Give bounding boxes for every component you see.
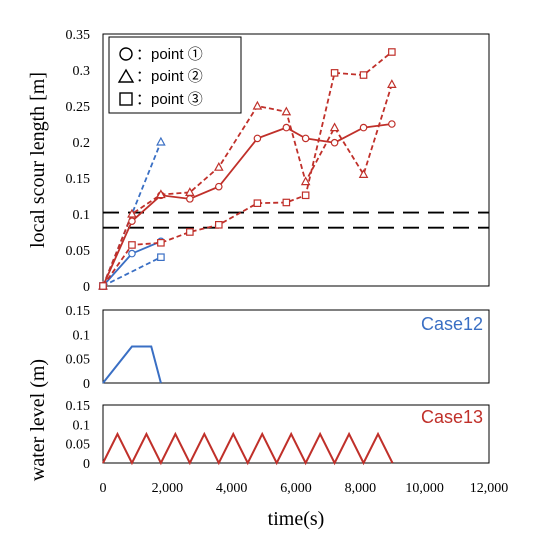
case13-panel: 0 0.05 0.1 0.15 Case13 [66,399,490,472]
legend-square-icon [119,92,133,106]
case13-square-marker [301,191,310,200]
case12-panel: 0 0.05 0.1 0.15 Case12 [66,304,490,392]
case13-triangle-marker [387,79,397,89]
case13-label: Case13 [421,407,483,427]
main-y-tick-label: 0.1 [73,208,91,223]
legend: ：point ① ：point ② ：point ③ [108,36,242,114]
case13-circle-marker [301,134,310,143]
main-panel: 0 0.05 0.1 0.15 0.2 0.25 0.3 0.35 local scour l… [27,28,490,295]
case13-y-tick-label: 0.05 [66,438,91,453]
case13-plot-frame [102,404,490,464]
case13-triangle-marker [358,169,369,178]
case13-square-marker [99,282,107,290]
case12-square-series-line [102,256,162,287]
main-y-tick-label: 0.15 [66,172,91,187]
main-series-group [98,48,397,290]
case13-square-marker [282,198,291,207]
case13-y-ticks: 0 0.05 0.1 0.15 [66,399,91,472]
main-y-tick-label: 0 [83,280,90,295]
x-tick-label: 2,000 [152,481,184,496]
case13-square-marker [215,221,223,229]
case13-square-marker [330,69,339,77]
case13-triangle-marker [329,122,340,132]
x-tick-label: 4,000 [216,481,248,496]
x-axis-label: time(s) [268,508,325,530]
main-y-tick-label: 0.3 [73,64,91,79]
x-tick-label: 12,000 [470,481,509,496]
case12-y-ticks: 0 0.05 0.1 0.15 [66,304,91,392]
case13-square-marker [253,199,262,208]
legend-label-point1: ：point ① [136,46,203,63]
case13-circle-marker [186,195,194,203]
case13-y-tick-label: 0 [83,457,90,472]
case12-circle-marker [128,249,136,258]
case13-circle-marker [359,123,368,132]
case13-square-marker [186,228,194,236]
main-y-tick-label: 0.35 [66,28,91,43]
case12-y-tick-label: 0 [83,377,90,392]
legend-circle-icon [119,47,133,61]
case13-y-tick-label: 0.15 [66,399,91,414]
case13-y-tick-label: 0.1 [73,418,91,433]
case13-triangle-marker [281,106,292,116]
legend-label-point2: ：point ② [136,68,203,85]
case12-label: Case12 [421,314,483,334]
case13-circle-marker [388,120,396,128]
case13-square-marker [157,239,165,247]
x-tick-label: 10,000 [405,481,444,496]
case13-circle-marker [215,182,223,191]
case12-square-marker [157,253,165,262]
main-y-tick-label: 0.25 [66,100,91,115]
legend-triangle-icon [117,68,135,83]
case13-triangle-marker [213,161,224,171]
case13-circle-marker [253,134,262,143]
case13-triangle-marker [185,187,195,196]
case13-triangle-series-line [102,84,393,287]
legend-label-point3: ：point ③ [136,91,203,108]
main-y-tick-label: 0.05 [66,244,91,259]
x-axis-ticks: 0 2,000 4,000 6,000 8,000 10,000 12,000 [100,481,509,496]
case12-y-tick-label: 0.05 [66,353,91,368]
x-tick-label: 0 [100,481,107,496]
case13-square-marker [128,241,136,249]
main-y-axis-label: local scour length [m] [27,72,49,248]
main-y-tick-label: 0.2 [73,136,91,151]
case13-triangle-marker [156,189,166,199]
main-y-ticks: 0 0.05 0.1 0.15 0.2 0.25 0.3 0.35 [66,28,91,295]
case13-circle-marker [282,123,291,132]
case13-square-marker [388,48,396,56]
case13-water-level-line [102,431,394,466]
case13-circle-marker [128,217,136,226]
case12-water-level-line [102,345,162,384]
x-tick-label: 6,000 [280,481,312,496]
case13-circle-marker [330,138,339,147]
case13-square-marker [359,71,368,79]
case12-y-tick-label: 0.1 [73,328,91,343]
case12-y-tick-label: 0.15 [66,304,91,319]
main-plot-frame [102,33,490,287]
lower-y-axis-label: water level (m) [27,359,49,481]
x-tick-label: 8,000 [345,481,377,496]
case13-triangle-marker [127,208,137,218]
case13-triangle-marker [300,176,311,186]
case13-circle-series-line [102,123,392,287]
case12-plot-frame [102,309,490,384]
case13-triangle-marker [252,100,263,110]
case12-triangle-marker [156,136,166,146]
